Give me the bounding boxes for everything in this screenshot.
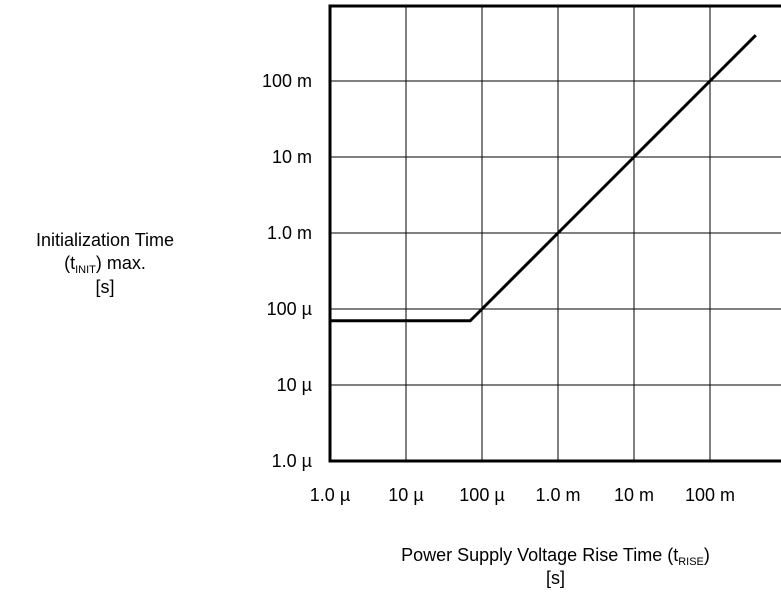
- x-tick-label: 10 m: [614, 485, 654, 505]
- x-axis-label-line2: [s]: [545, 568, 565, 589]
- x-tick-label: 1.0 µ: [310, 485, 350, 505]
- y-tick-label: 10 µ: [277, 375, 312, 395]
- series-line: [330, 34, 757, 323]
- y-tick-label: 10 m: [272, 147, 312, 167]
- y-axis-label-line1: Initialization Time: [35, 230, 175, 250]
- y-tick-label: 1.0 m: [267, 223, 312, 243]
- y-tick-label: 1.0 µ: [272, 451, 312, 471]
- y-axis-label-line3: [s]: [95, 276, 115, 297]
- y-tick-label: 100 µ: [267, 299, 312, 319]
- y-tick-label: 100 m: [262, 71, 312, 91]
- x-tick-label: 100 m: [685, 485, 735, 505]
- x-tick-label: 10 µ: [388, 485, 423, 505]
- y-axis-label-line2: (tINIT) max.: [64, 253, 146, 277]
- plot-frame: [328, 4, 781, 463]
- series-lines: [330, 34, 757, 323]
- tick-labels: 1.0 µ 10 µ 100 µ 1.0 m 10 m 100 m 1.0 µ 10 µ 100…: [262, 71, 735, 505]
- grid-lines: [330, 6, 781, 461]
- x-axis-label-line1: Power Supply Voltage Rise Time (tRISE): [401, 545, 710, 568]
- x-tick-label: 100 µ: [459, 485, 504, 505]
- y-axis-label: Initialization Time (tINIT) max. [s]: [0, 229, 210, 299]
- x-axis-label: Power Supply Voltage Rise Time (tRISE) […: [330, 544, 781, 591]
- x-tick-label: 1.0 m: [535, 485, 580, 505]
